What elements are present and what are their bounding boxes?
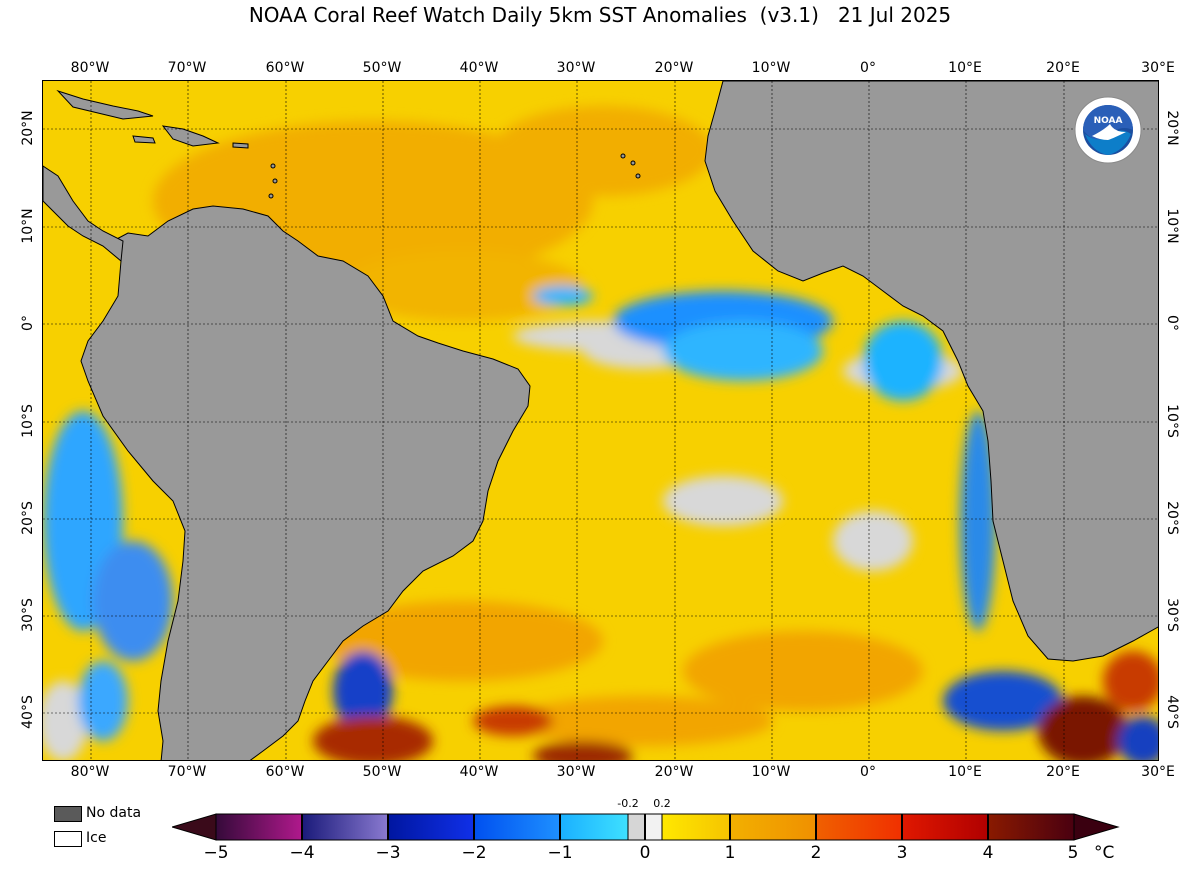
no-data-label: No data: [86, 805, 142, 821]
lat-label-left: 30°S: [20, 598, 36, 632]
noaa-logo-text: NOAA: [1094, 116, 1123, 126]
lon-label-top: 20°W: [654, 60, 694, 76]
lat-label-left: 20°S: [20, 501, 36, 535]
lon-label-top: 30°E: [1141, 60, 1175, 76]
lat-label-left: 10°S: [20, 404, 36, 438]
colorbar-minor-label: -0.2: [617, 797, 639, 810]
colorbar-tick: 4: [982, 843, 994, 863]
map-title: NOAA Coral Reef Watch Daily 5km SST Anom…: [248, 3, 952, 27]
colorbar-tick: −2: [461, 843, 487, 863]
lon-label-top: 10°E: [948, 60, 982, 76]
lat-label-left: 20°N: [20, 110, 36, 146]
lat-label-right: 20°S: [1164, 501, 1180, 535]
lon-label-top: 40°W: [459, 60, 499, 76]
colorbar-tick: 1: [724, 843, 736, 863]
colorbar-tick: 5: [1067, 843, 1079, 863]
lon-label-top: 20°E: [1046, 60, 1080, 76]
south-america: [80, 205, 531, 760]
lon-label-bottom: 80°W: [70, 764, 110, 780]
colorbar: [172, 813, 1120, 841]
central-america: [43, 165, 124, 262]
lon-label-bottom: 30°E: [1141, 764, 1175, 780]
colorbar-tick: 3: [896, 843, 908, 863]
lon-label-top: 30°W: [556, 60, 596, 76]
lon-label-top: 10°W: [751, 60, 791, 76]
colorbar-minor-label: 0.2: [653, 797, 671, 810]
lon-label-bottom: 30°W: [556, 764, 596, 780]
lat-label-right: 20°N: [1164, 110, 1180, 146]
lat-label-left: 40°S: [20, 695, 36, 729]
noaa-logo: NOAA: [1074, 96, 1142, 164]
ice-swatch: [54, 831, 82, 847]
lon-label-bottom: 70°W: [167, 764, 207, 780]
lon-label-bottom: 60°W: [265, 764, 305, 780]
lon-label-bottom: 10°E: [948, 764, 982, 780]
lon-label-bottom: 40°W: [459, 764, 499, 780]
map-canvas: [43, 81, 1158, 760]
lon-label-bottom: 20°E: [1046, 764, 1080, 780]
colorbar-tick: 2: [810, 843, 822, 863]
lon-label-top: 70°W: [167, 60, 207, 76]
lon-label-bottom: 20°W: [654, 764, 694, 780]
lon-label-bottom: 0°: [860, 764, 876, 780]
land-masses: [43, 81, 1158, 760]
colorbar-tick: −1: [547, 843, 573, 863]
lon-label-top: 60°W: [265, 60, 305, 76]
lat-label-right: 30°S: [1164, 598, 1180, 632]
lon-label-bottom: 10°W: [751, 764, 791, 780]
caribbean-islands: [56, 89, 641, 199]
lon-label-top: 50°W: [362, 60, 402, 76]
colorbar-unit: °C: [1094, 843, 1115, 863]
lat-label-right: 10°N: [1164, 208, 1180, 244]
lon-label-bottom: 50°W: [362, 764, 402, 780]
ice-label: Ice: [86, 830, 107, 846]
lat-label-left: 0°: [20, 315, 36, 331]
lat-label-right: 40°S: [1164, 695, 1180, 729]
anomaly-patches: [43, 106, 1158, 760]
africa: [704, 81, 1158, 662]
colorbar-tick: −5: [203, 843, 229, 863]
lat-label-right: 10°S: [1164, 404, 1180, 438]
lon-label-top: 0°: [860, 60, 876, 76]
colorbar-tick: −4: [289, 843, 315, 863]
lon-label-top: 80°W: [70, 60, 110, 76]
graticule: [43, 81, 1158, 760]
lat-label-right: 0°: [1164, 315, 1180, 331]
no-data-swatch: [54, 806, 82, 822]
lat-label-left: 10°N: [20, 208, 36, 244]
colorbar-tick: 0: [639, 843, 651, 863]
sst-anomaly-map: [42, 80, 1159, 761]
colorbar-tick: −3: [375, 843, 401, 863]
